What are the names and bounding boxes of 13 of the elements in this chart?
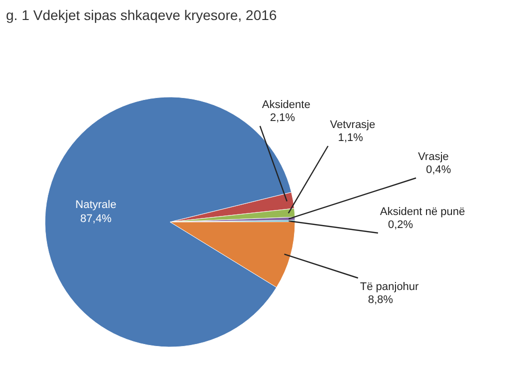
slice-label: Vrasje: [418, 151, 449, 163]
slice-label: Aksidente: [262, 99, 310, 111]
data-label: 8,8%: [368, 294, 394, 306]
slice-label: Vetvrasje: [330, 119, 376, 131]
data-label: 2,1%: [270, 112, 296, 124]
slice-label: Aksident në punë: [380, 206, 466, 218]
data-label: 0,2%: [388, 219, 414, 232]
data-label: 87,4%: [80, 212, 112, 225]
slice-label: Të panjohur: [360, 281, 420, 293]
data-label: 0,4%: [426, 164, 452, 176]
data-label: 1,1%: [338, 132, 364, 144]
slice-label: Natyrale: [75, 199, 116, 212]
chart-title: g. 1 Vdekjet sipas shkaqeve kryesore, 2016: [6, 7, 278, 23]
